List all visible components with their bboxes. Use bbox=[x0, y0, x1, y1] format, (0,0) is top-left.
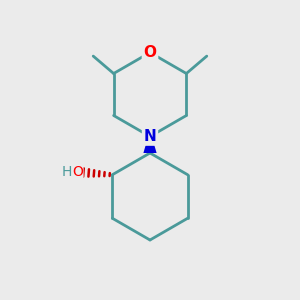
Text: H: H bbox=[61, 165, 72, 179]
Text: N: N bbox=[144, 129, 156, 144]
Polygon shape bbox=[143, 136, 157, 153]
Text: O: O bbox=[143, 45, 157, 60]
Text: O: O bbox=[73, 165, 84, 179]
